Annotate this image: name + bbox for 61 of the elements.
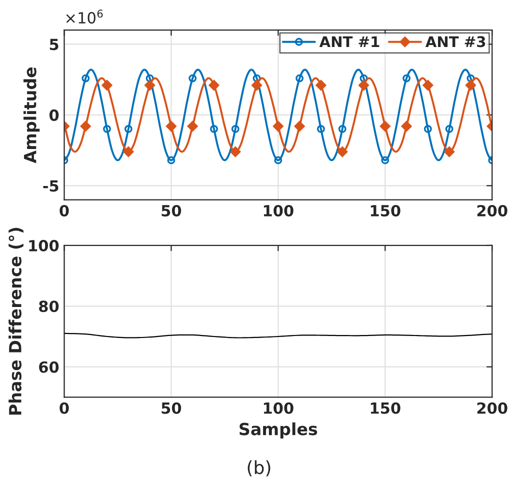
point [144, 80, 156, 90]
y-tick-label: -5 [43, 180, 58, 192]
legend-label: ANT #3 [425, 36, 486, 48]
point [252, 80, 262, 90]
y-axis-title: Amplitude [23, 67, 40, 164]
point [103, 124, 111, 133]
point [296, 74, 304, 82]
point [123, 146, 134, 157]
point [187, 121, 198, 132]
point [230, 146, 241, 157]
point [166, 121, 176, 132]
text: (b) [248, 460, 270, 476]
y-tick-label: 100 [29, 240, 59, 252]
point [294, 121, 305, 132]
x-tick-label: 50 [162, 204, 182, 217]
point [422, 80, 434, 90]
point [252, 74, 261, 82]
point [208, 80, 220, 90]
x-tick-label: 200 [477, 204, 508, 217]
x-tick-label: 150 [370, 204, 400, 217]
text: ×10$^{6}$ [66, 10, 103, 24]
point [167, 156, 176, 164]
point [188, 74, 197, 82]
point [466, 74, 475, 82]
x-tick-label: 0 [60, 204, 69, 217]
point [358, 80, 369, 90]
x-axis-title: Samples [240, 422, 318, 439]
y-tick-label: 80 [39, 300, 59, 312]
point [272, 121, 284, 132]
point [401, 121, 412, 132]
point [80, 121, 91, 132]
point [274, 156, 282, 164]
y-tick-label: 60 [39, 361, 59, 373]
point [465, 80, 476, 90]
point [338, 124, 346, 133]
x-tick-label: 150 [370, 402, 400, 414]
point [360, 74, 368, 82]
y-axis-title: Phase Difference (°) [8, 228, 24, 415]
point [380, 121, 390, 132]
x-tick-label: 200 [477, 402, 508, 414]
point [445, 124, 454, 133]
point [337, 146, 348, 157]
point [82, 74, 90, 82]
legend-label: ANT #1 [319, 36, 380, 47]
point [316, 80, 326, 90]
point [381, 156, 390, 164]
y-tick-label: 0 [49, 109, 59, 121]
point [210, 124, 218, 133]
x-tick-label: 100 [264, 204, 294, 217]
point [444, 146, 455, 157]
point [424, 124, 432, 133]
x-tick-label: 50 [162, 402, 182, 414]
point [316, 124, 325, 133]
x-tick-label: 100 [264, 402, 294, 414]
y-tick-label: 5 [50, 38, 58, 50]
point [102, 80, 112, 90]
point [124, 124, 132, 133]
x-tick-label: 0 [60, 402, 69, 414]
point [146, 74, 154, 82]
point [231, 124, 240, 133]
point [402, 74, 410, 82]
